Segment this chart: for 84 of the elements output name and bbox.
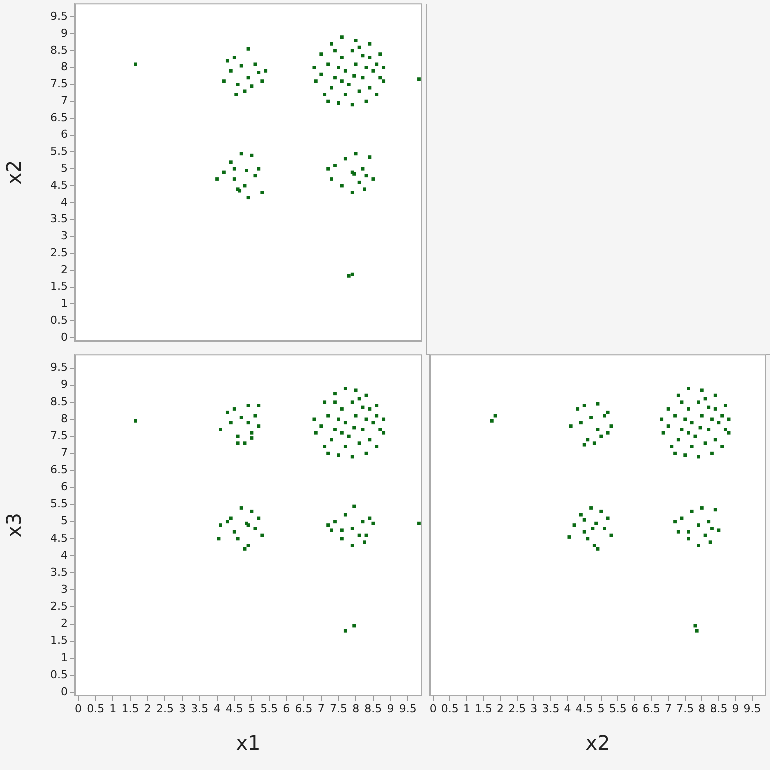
y-axis-title: x2 [2,160,26,186]
y-tick-label: 9 [61,27,68,40]
y-tick-label: 3.5 [50,213,68,226]
y-tick-label: 3 [61,230,68,243]
x-tick-label: 6 [283,702,290,716]
y-tick-label: 7.5 [50,78,68,91]
x-tick-label: 7.5 [330,702,348,716]
x-tick-label: 0 [430,702,437,716]
x-axis-title: x1 [236,732,261,756]
x-tick-label: 9.5 [744,702,762,716]
y-tick-label: 6 [61,480,68,494]
x-tick-label: 3.5 [542,702,560,716]
x-tick-label: 2.5 [508,702,526,716]
y-tick-label: 4 [61,549,68,562]
y-tick-label: 5.5 [50,498,68,512]
y-tick-label: 7.5 [50,430,68,443]
x-tick-label: 5.5 [260,702,278,716]
y-tick-label: 8.5 [50,396,68,409]
x-tick-label: 8 [698,702,706,716]
y-tick-label: 8 [61,412,68,426]
x-tick-label: 6 [631,702,638,716]
y-tick-label: 1.5 [50,634,68,648]
x-tick-label: 7.5 [676,702,694,716]
x-tick-label: 6.5 [643,702,661,716]
x-tick-label: 3 [179,702,186,716]
x-tick-label: 4.5 [576,702,594,716]
x-tick-label: 1.5 [475,702,493,716]
y-tick-label: 1 [61,298,68,311]
x-tick-label: 0.5 [87,702,105,716]
y-tick-label: 6.5 [50,464,68,477]
y-tick-label: 1.5 [50,280,68,294]
x-tick-label: 1 [110,702,117,716]
y-tick-label: 0.5 [50,668,68,682]
y-tick-label: 2 [61,618,68,631]
x-tick-label: 7 [318,702,325,716]
x-tick-label: 4 [214,702,221,716]
y-tick-label: 9 [61,378,68,392]
x-tick-label: 8.5 [710,702,728,716]
x-tick-label: 4.5 [226,702,244,716]
x-tick-label: 5 [248,702,256,716]
y-tick-label: 4 [61,196,68,210]
y-tick-label: 7 [61,446,68,460]
x-tick-label: 2.5 [156,702,174,716]
y-tick-label: 6 [61,128,68,142]
y-tick-label: 4.5 [50,179,68,192]
y-tick-label: 8.5 [50,44,68,58]
x-tick-label: 0.5 [441,702,459,716]
y-tick-label: 8 [61,61,68,74]
y-tick-label: 1 [61,652,68,665]
y-tick-label: 2.5 [50,600,68,614]
y-tick-label: 3.5 [50,566,68,580]
y-tick-label: 6.5 [50,112,68,125]
y-tick-label: 5 [61,515,68,528]
y-tick-label: 5.5 [50,146,68,158]
x-tick-label: 9 [732,702,740,716]
y-tick-label: 0 [61,686,68,699]
y-tick-label: 9.5 [50,362,68,375]
x-tick-label: 2 [497,702,504,716]
y-tick-label: 2 [61,264,68,277]
y-tick-label: 4.5 [50,532,68,546]
y-tick-label: 0.5 [50,314,68,328]
y-tick-label: 0 [61,331,68,344]
x-tick-label: 1.5 [122,702,140,716]
x-tick-label: 6.5 [295,702,313,716]
x-tick-label: 3 [530,702,538,716]
x-tick-label: 9.5 [399,702,417,716]
x-tick-label: 1 [463,702,470,716]
x-tick-label: 9 [387,702,394,716]
y-tick-label: 5 [61,162,68,176]
y-tick-label: 9.5 [50,10,68,24]
x-axis-title: x2 [586,732,610,756]
x-tick-label: 7 [665,702,672,716]
x-tick-label: 5.5 [609,702,627,716]
y-tick-label: 7 [61,94,68,108]
y-tick-label: 2.5 [50,246,68,260]
x-tick-label: 3.5 [191,702,209,716]
x-tick-label: 4 [564,702,572,716]
x-tick-label: 5 [598,702,605,716]
x-tick-label: 8 [352,702,360,716]
x-tick-label: 8.5 [364,702,382,716]
y-tick-label: 3 [61,583,68,596]
x-tick-label: 2 [144,702,152,716]
x-tick-label: 0 [74,702,82,716]
y-axis-title: x3 [2,513,26,538]
